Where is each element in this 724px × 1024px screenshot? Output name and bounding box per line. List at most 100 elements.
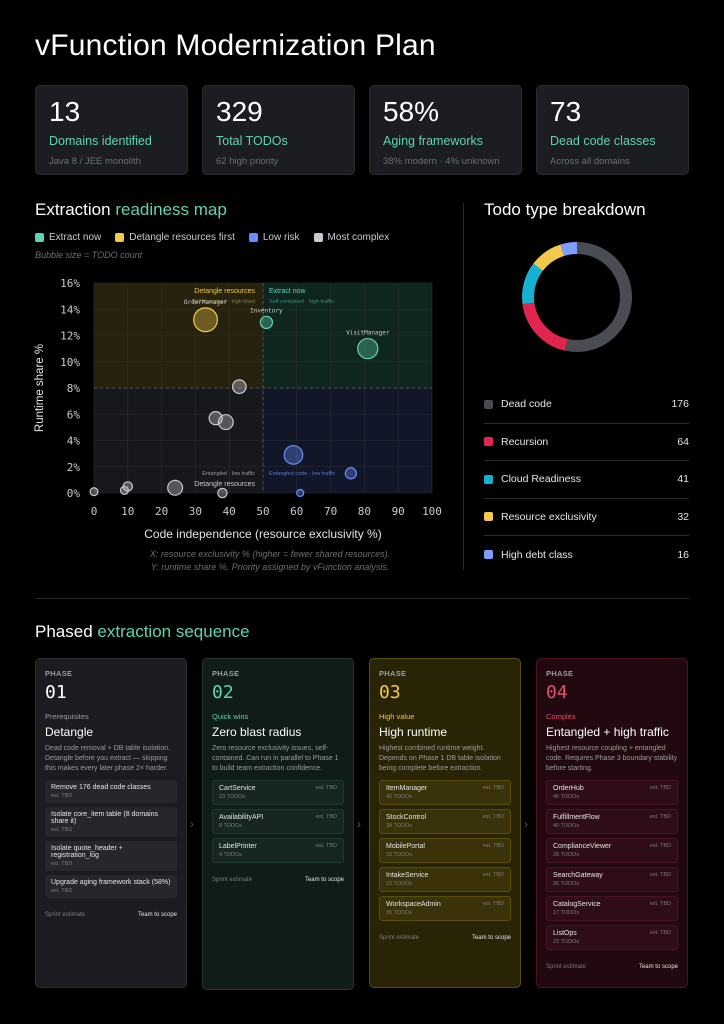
- phase-item-estimate: est. TBD: [315, 814, 337, 820]
- legend-swatch: [115, 233, 125, 242]
- phase-item[interactable]: SearchGateway 36 TODOs est. TBD: [546, 867, 678, 892]
- phase-item[interactable]: MobilePortal 33 TODOs est. TBD: [379, 838, 511, 863]
- legend-label: Extract now: [49, 232, 102, 243]
- stat-value: 13: [49, 96, 81, 127]
- data-point-label: OrderManager: [184, 299, 228, 306]
- phase-item-name: CatalogService: [553, 901, 601, 908]
- phase-item-estimate: est. TBD: [649, 901, 671, 907]
- quadrant-subtitle: Entangled · low traffic: [202, 471, 255, 477]
- phase-item[interactable]: CartService 23 TODOs est. TBD: [212, 780, 344, 805]
- phase-item-estimate: est. TBD: [482, 901, 504, 907]
- phase-item[interactable]: CatalogService 17 TODOs est. TBD: [546, 896, 678, 921]
- phase-item-name: SearchGateway: [553, 872, 603, 879]
- phase-card-03: PHASE 03 High value High runtime Highest com…: [369, 658, 521, 988]
- phase-card-01: PHASE 01 Prerequisites Detangle Dead code re…: [35, 658, 187, 988]
- section-divider: [463, 203, 464, 570]
- data-point: [283, 445, 304, 465]
- team-scope-label: Team to scope: [638, 964, 678, 970]
- todo-name: Cloud Readiness: [501, 473, 581, 486]
- phase-description: Highest resource coupling + entangled co…: [546, 745, 678, 772]
- todo-row: Resource exclusivity 32: [484, 499, 689, 536]
- legend-item: Most complex: [313, 232, 389, 243]
- phase-item-estimate: est. TBD: [315, 785, 337, 791]
- y-tick-label: 0%: [67, 487, 81, 500]
- phase-item[interactable]: LabelPrinter 4 TODOs est. TBD: [212, 838, 344, 863]
- phase-item[interactable]: ListOps 23 TODOs est. TBD: [546, 925, 678, 950]
- phase-item[interactable]: FulfillmentFlow 40 TODOs est. TBD: [546, 809, 678, 834]
- y-tick-label: 12%: [60, 330, 80, 343]
- data-point: [217, 414, 234, 431]
- phase-tag: Quick wins: [212, 712, 249, 721]
- phase-number: 02: [212, 682, 234, 703]
- x-tick-label: 60: [290, 505, 303, 518]
- x-tick-label: 40: [223, 505, 236, 518]
- phase-item[interactable]: StockControl 38 TODOs est. TBD: [379, 809, 511, 834]
- stat-card-domains: 13 Domains identified Java 8 / JEE monol…: [35, 85, 188, 175]
- phase-item[interactable]: Remove 176 dead code classes est. TBD: [45, 780, 177, 803]
- y-tick-label: 10%: [60, 356, 80, 369]
- todo-count: 176: [671, 398, 689, 411]
- sprint-estimate-label: Sprint estimate: [379, 935, 420, 941]
- todo-title: Todo type breakdown: [484, 200, 646, 219]
- phase-item-sub: 40 TODOs: [553, 823, 580, 829]
- data-point: [193, 307, 219, 333]
- phase-tag: Prerequisites: [45, 712, 89, 721]
- todo-row: High debt class 16: [484, 536, 689, 574]
- phase-item-sub: 23 TODOs: [553, 939, 580, 945]
- data-point: [231, 379, 247, 395]
- phase-description: Dead code removal + DB table isolation. …: [45, 745, 171, 772]
- phase-item[interactable]: WorkspaceAdmin 35 TODOs est. TBD: [379, 896, 511, 921]
- chevron-right-icon: ›: [524, 817, 528, 831]
- phase-items: ItemManager 46 TODOs est. TBD StockControl 3…: [379, 780, 511, 921]
- todo-name: High debt class: [501, 548, 573, 561]
- phase-item[interactable]: Upgrade aging framework stack (58%) est. …: [45, 875, 177, 898]
- chart-footnote-y: Y: runtime share %. Priority assigned by…: [150, 562, 390, 572]
- phase-item[interactable]: ComplianceViewer 28 TODOs est. TBD: [546, 838, 678, 863]
- todo-row: Recursion 64: [484, 424, 689, 461]
- phase-item-estimate: est. TBD: [649, 872, 671, 878]
- todo-count: 41: [677, 473, 689, 486]
- data-point: [259, 315, 274, 330]
- legend-swatch: [248, 233, 258, 242]
- phase-item[interactable]: Isolate quote_header + registration_log e…: [45, 841, 177, 871]
- todo-swatch: [484, 474, 493, 484]
- phase-title: Zero blast radius: [212, 725, 302, 739]
- y-tick-label: 2%: [67, 461, 81, 474]
- phase-item-sub: est. TBD: [51, 827, 73, 833]
- stat-card-frameworks: 58% Aging frameworks 38% modern · 4% unk…: [369, 85, 522, 175]
- phase-item[interactable]: Isolate core_item table (8 domains share…: [45, 807, 177, 837]
- phase-item[interactable]: AvailabilityAPI 8 TODOs est. TBD: [212, 809, 344, 834]
- donut-slice: [533, 244, 565, 272]
- phase-item[interactable]: OrderHub 46 TODOs est. TBD: [546, 780, 678, 805]
- phase-label: PHASE: [379, 669, 407, 678]
- phase-item-estimate: est. TBD: [649, 843, 671, 849]
- legend-swatch: [313, 233, 323, 242]
- quadrant-subtitle: Self contained · high blast: [192, 299, 256, 305]
- data-point-label: Inventory: [250, 307, 283, 314]
- page-title: vFunction Modernization Plan: [35, 29, 436, 62]
- todo-count: 16: [677, 548, 689, 561]
- stat-label: Dead code classes: [550, 134, 656, 148]
- phase-item-estimate: est. TBD: [482, 872, 504, 878]
- data-point: [119, 485, 129, 495]
- phase-item-name: Upgrade aging framework stack (58%): [51, 879, 171, 886]
- todo-swatch: [484, 550, 493, 560]
- todo-donut-chart: [522, 242, 632, 352]
- stat-value: 329: [216, 96, 263, 127]
- phase-item-sub: 36 TODOs: [553, 881, 580, 887]
- phase-item[interactable]: IntakeService 15 TODOs est. TBD: [379, 867, 511, 892]
- stat-card-dead-code: 73 Dead code classes Across all domains: [536, 85, 689, 175]
- todo-row: Cloud Readiness 41: [484, 461, 689, 499]
- phase-label: PHASE: [212, 669, 240, 678]
- phase-title: High runtime: [379, 725, 448, 739]
- chevron-right-icon: ›: [190, 817, 194, 831]
- phase-item[interactable]: ItemManager 46 TODOs est. TBD: [379, 780, 511, 805]
- team-scope-label: Team to scope: [471, 935, 511, 941]
- phases-title: Phased extraction sequence: [35, 622, 250, 642]
- phase-footer: Sprint estimate Team to scope: [379, 929, 511, 941]
- phase-items: CartService 23 TODOs est. TBD AvailabilityA…: [212, 780, 344, 863]
- legend-swatch: [35, 233, 44, 242]
- todo-row: Dead code 176: [484, 386, 689, 424]
- phase-label: PHASE: [546, 669, 574, 678]
- section-divider: [35, 598, 689, 599]
